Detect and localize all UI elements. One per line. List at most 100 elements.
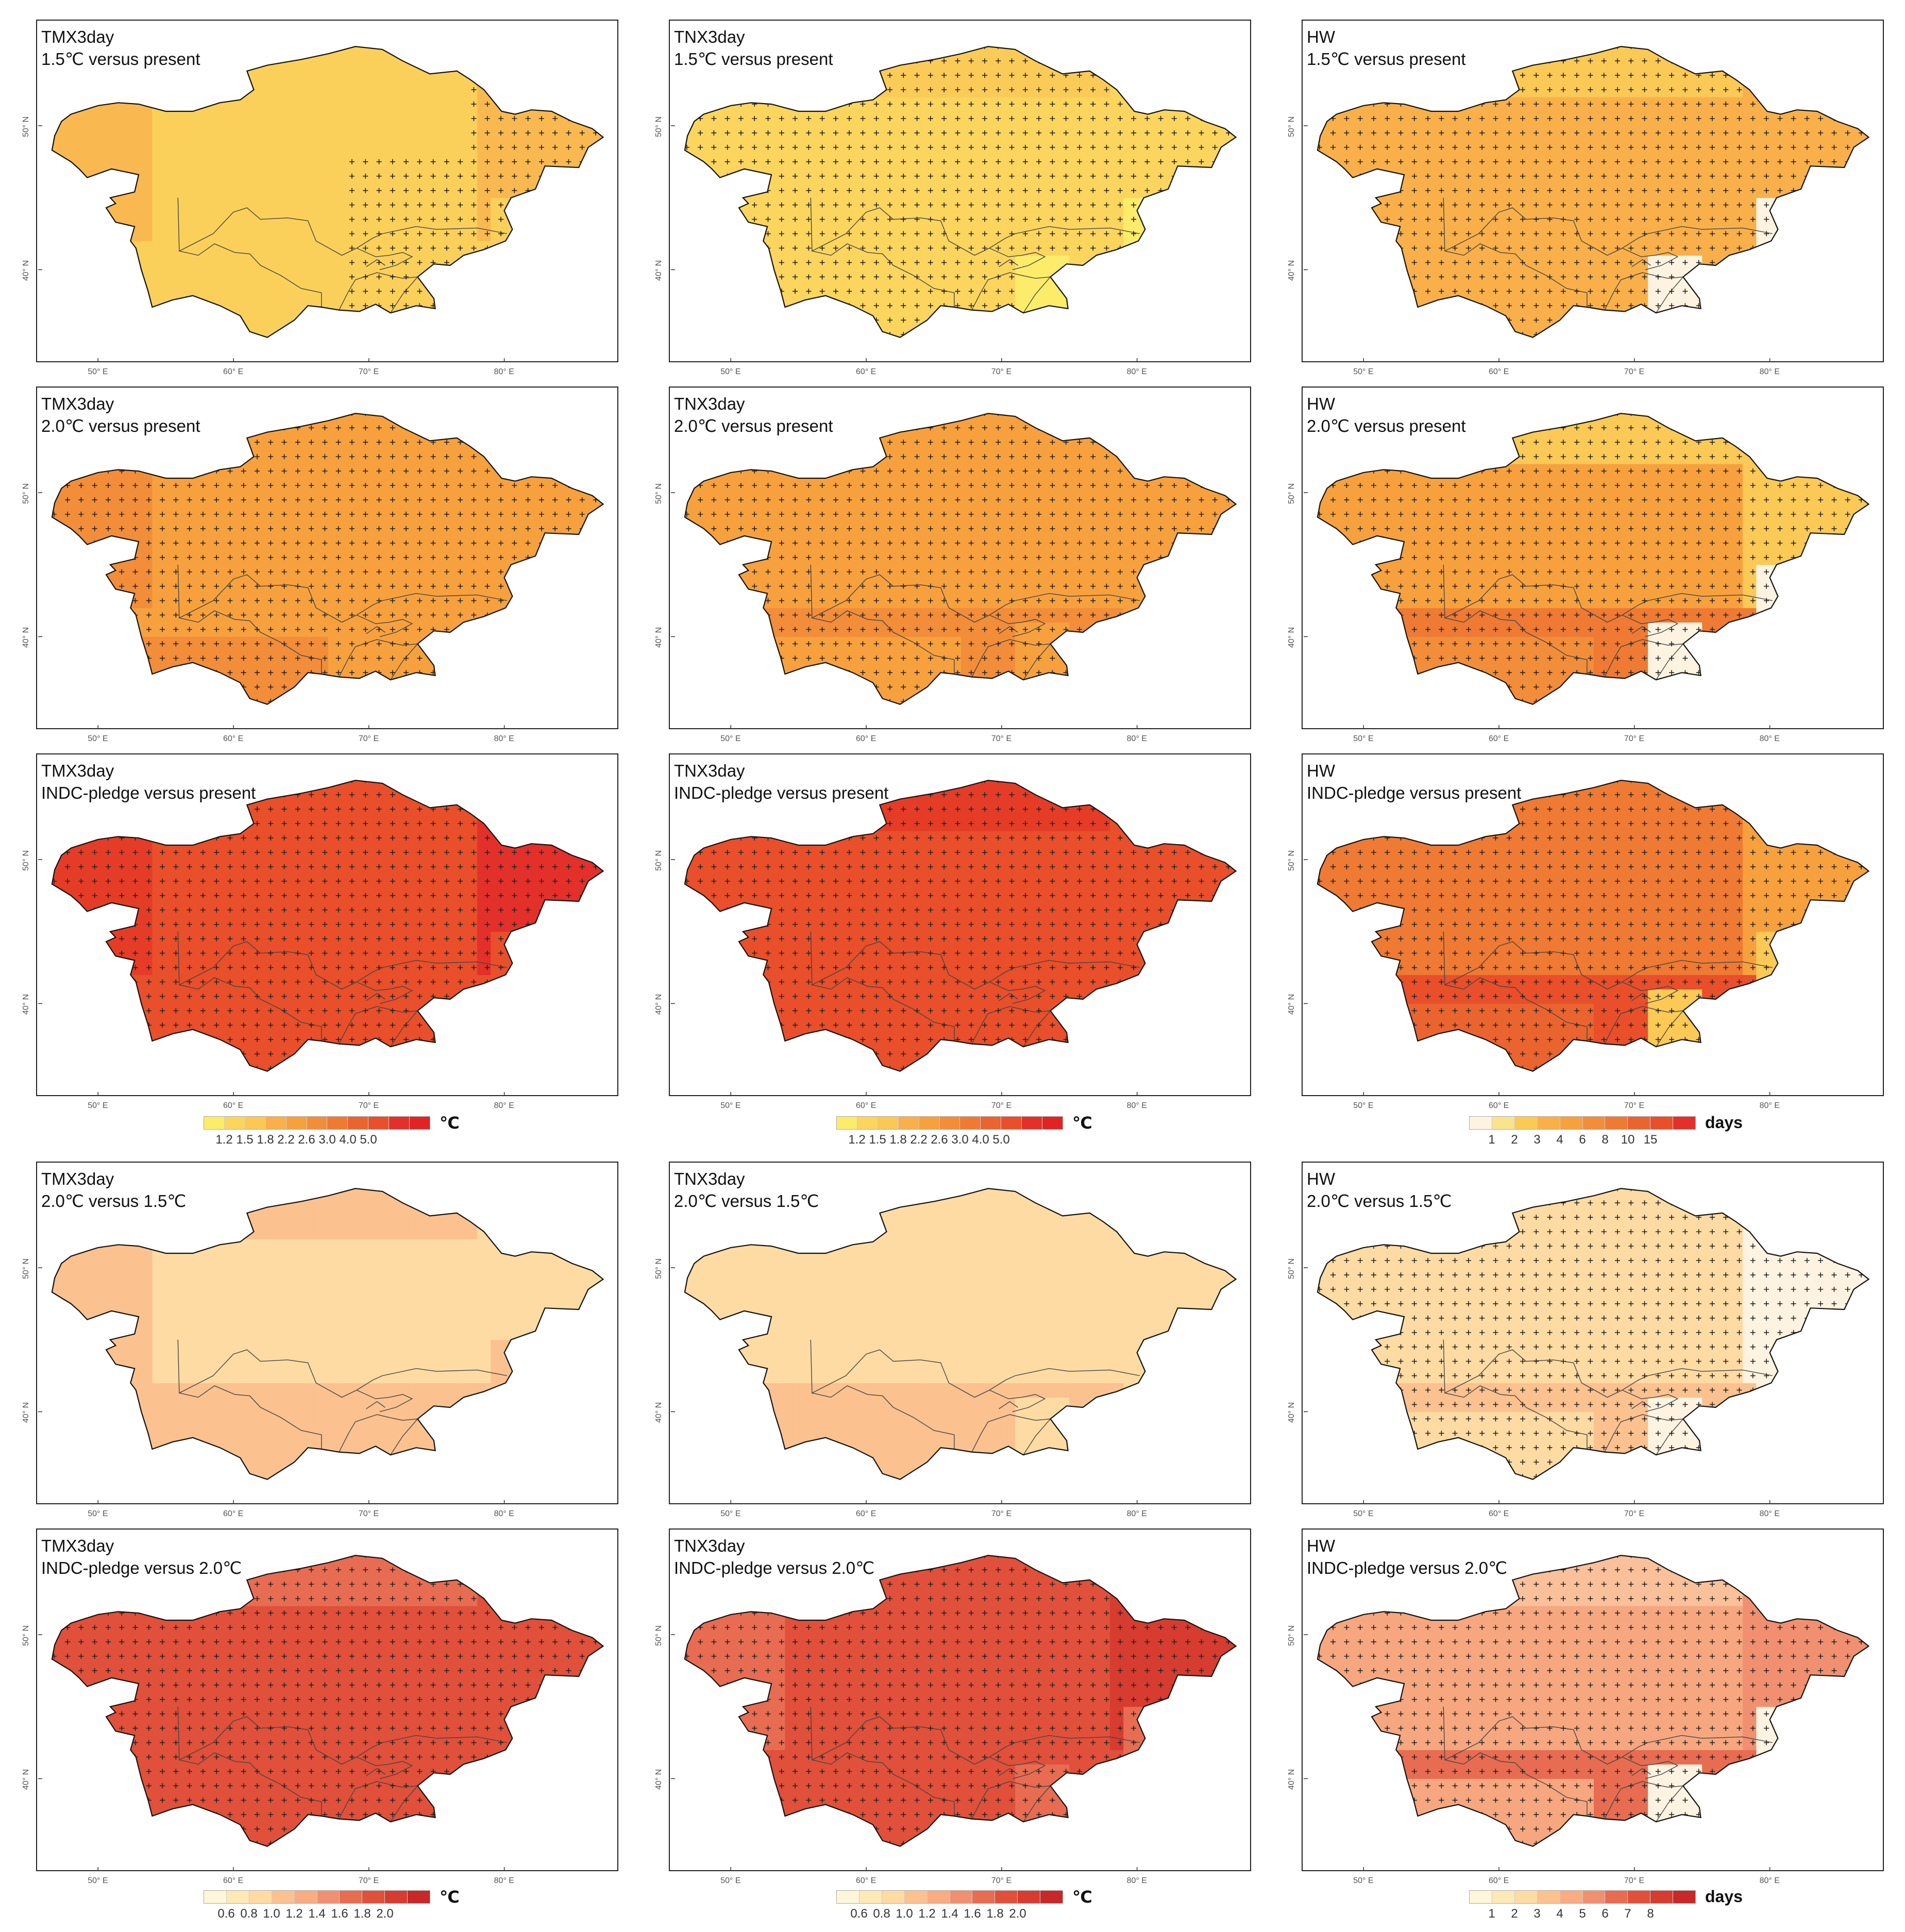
lon-tick-label: 70° E bbox=[991, 1509, 1011, 1519]
legend-swatch bbox=[348, 1117, 369, 1129]
panel-comparison: INDC-pledge versus 2.0℃ bbox=[674, 1557, 874, 1579]
legend-swatch bbox=[204, 1117, 225, 1129]
map-canvas bbox=[671, 780, 1237, 1096]
legend-swatch bbox=[1560, 1891, 1583, 1903]
panel-title: TMX3day 2.0℃ versus present bbox=[41, 393, 200, 437]
panel-comparison: 1.5℃ versus present bbox=[674, 48, 833, 70]
map-canvas bbox=[1304, 413, 1870, 729]
legend-label: 3.0 bbox=[318, 1133, 335, 1147]
map-canvas bbox=[671, 413, 1237, 729]
map-panel-tmx3day-1-5-vs-present: TMX3day 1.5℃ versus present 50° E 60° E 70° … bbox=[22, 20, 618, 376]
lat-tick-label: 50° N bbox=[654, 1625, 664, 1646]
panel-title: TNX3day INDC-pledge versus 2.0℃ bbox=[674, 1535, 874, 1579]
legend-swatch bbox=[878, 1117, 899, 1129]
legend-label: 0.8 bbox=[240, 1907, 257, 1921]
legend-swatch bbox=[857, 1117, 878, 1129]
lon-tick-label: 60° E bbox=[223, 734, 243, 744]
panel-variable: HW bbox=[1307, 1168, 1452, 1190]
axis-ticks bbox=[1304, 492, 1771, 729]
axis-ticks bbox=[1304, 125, 1771, 362]
panel-title: TNX3day 1.5℃ versus present bbox=[674, 26, 833, 70]
axis-ticks bbox=[38, 1634, 505, 1871]
region-outline bbox=[51, 46, 604, 338]
lon-tick-label: 50° E bbox=[88, 1101, 108, 1111]
lat-tick-label: 40° N bbox=[654, 1769, 664, 1790]
lon-tick-label: 50° E bbox=[720, 1101, 740, 1111]
lat-tick-label: 40° N bbox=[22, 1769, 31, 1790]
legend-swatch bbox=[1537, 1117, 1560, 1129]
lat-tick-label: 50° N bbox=[1287, 1258, 1296, 1279]
panel-variable: HW bbox=[1307, 760, 1521, 782]
legend-label: 6 bbox=[1601, 1907, 1608, 1921]
map-panel-tmx3day-2-0-vs-present: TMX3day 2.0℃ versus present 50° E 60° E 70° … bbox=[22, 387, 618, 743]
map-panel-tmx3day-indc-vs-present: TMX3day INDC-pledge versus present 50° E 60… bbox=[22, 753, 618, 1110]
axis-ticks bbox=[671, 125, 1138, 362]
map-panel-hw-indc-vs-present: HW INDC-pledge versus present 50° E 60° E 70… bbox=[1287, 753, 1884, 1110]
axis-ticks bbox=[1304, 859, 1771, 1096]
lat-tick-label: 50° N bbox=[22, 1258, 31, 1279]
country-borders bbox=[810, 1339, 1140, 1455]
lon-tick-label: 80° E bbox=[494, 734, 514, 744]
legend-swatch bbox=[919, 1117, 940, 1129]
legend-swatch bbox=[224, 1117, 245, 1129]
legend-swatch bbox=[1560, 1117, 1583, 1129]
panel-variable: HW bbox=[1307, 393, 1466, 415]
lon-tick-label: 80° E bbox=[494, 1509, 514, 1519]
lon-tick-label: 50° E bbox=[1353, 1509, 1373, 1519]
panel-title: HW INDC-pledge versus present bbox=[1307, 760, 1521, 804]
map-panel-hw-1-5-vs-present: HW 1.5℃ versus present 50° E 60° E 70° E 80° … bbox=[1287, 20, 1884, 376]
lon-tick-label: 80° E bbox=[494, 367, 514, 377]
legend-color-bar bbox=[204, 1890, 430, 1904]
legend-tmx3day-diff: 0.6 0.8 1.0 1.2 1.4 1.6 1.8 2.0 ℃ bbox=[204, 1888, 460, 1921]
legend-label: 2.0 bbox=[1009, 1907, 1026, 1921]
lat-tick-label: 40° N bbox=[654, 627, 664, 648]
panel-variable: TMX3day bbox=[41, 760, 256, 782]
legend-color-bar bbox=[836, 1116, 1063, 1130]
lon-tick-label: 60° E bbox=[1489, 1876, 1509, 1886]
legend-label: 1.5 bbox=[236, 1133, 253, 1147]
legend-swatch bbox=[226, 1891, 249, 1903]
legend-swatch bbox=[1018, 1891, 1041, 1903]
panel-comparison: INDC-pledge versus 2.0℃ bbox=[41, 1557, 242, 1579]
legend-label: 1 bbox=[1488, 1133, 1495, 1147]
legend-label: 4 bbox=[1556, 1133, 1563, 1147]
legend-label: 2 bbox=[1511, 1907, 1518, 1921]
legend-swatch bbox=[1582, 1891, 1606, 1903]
map-canvas bbox=[671, 46, 1237, 362]
lon-tick-label: 60° E bbox=[856, 1101, 876, 1111]
legend-label: 5 bbox=[1579, 1907, 1586, 1921]
region-outline bbox=[51, 1555, 604, 1847]
map-canvas bbox=[1304, 1555, 1870, 1871]
lon-tick-label: 70° E bbox=[359, 367, 379, 377]
lon-tick-label: 60° E bbox=[856, 734, 876, 744]
region-outline bbox=[1317, 46, 1870, 338]
legend-label: 1.0 bbox=[896, 1907, 913, 1921]
legend-unit: days bbox=[1705, 1887, 1743, 1906]
region-outline bbox=[684, 46, 1237, 338]
panel-variable: TNX3day bbox=[674, 760, 888, 782]
panel-variable: TMX3day bbox=[41, 26, 200, 48]
map-panel-tnx3day-indc-vs-present: TNX3day INDC-pledge versus present 50° E 60… bbox=[654, 753, 1251, 1110]
lon-tick-label: 70° E bbox=[991, 734, 1011, 744]
legend-swatch bbox=[286, 1117, 307, 1129]
country-borders bbox=[1443, 931, 1773, 1047]
panel-title: TNX3day 2.0℃ versus 1.5℃ bbox=[674, 1168, 819, 1212]
lon-tick-label: 50° E bbox=[88, 734, 108, 744]
legend-swatch bbox=[1673, 1891, 1696, 1903]
legend-swatch bbox=[294, 1891, 317, 1903]
lat-tick-label: 40° N bbox=[22, 627, 31, 648]
grid-cells bbox=[52, 1188, 603, 1480]
lat-tick-label: 40° N bbox=[654, 260, 664, 281]
legend-label: 1.2 bbox=[918, 1907, 935, 1921]
map-canvas bbox=[671, 1188, 1237, 1504]
legend-swatch bbox=[939, 1117, 960, 1129]
map-panel-hw-indc-vs-2-0: HW INDC-pledge versus 2.0℃ 50° E 60° E 70° E… bbox=[1287, 1528, 1884, 1885]
legend-label: 0.8 bbox=[873, 1907, 890, 1921]
lon-tick-label: 70° E bbox=[991, 1876, 1011, 1886]
axis-ticks bbox=[38, 859, 505, 1096]
panel-comparison: 2.0℃ versus 1.5℃ bbox=[674, 1190, 819, 1212]
lat-tick-label: 50° N bbox=[22, 116, 31, 137]
legend-label: 8 bbox=[1647, 1907, 1654, 1921]
panel-variable: TMX3day bbox=[41, 1535, 242, 1557]
legend-swatch bbox=[927, 1891, 950, 1903]
